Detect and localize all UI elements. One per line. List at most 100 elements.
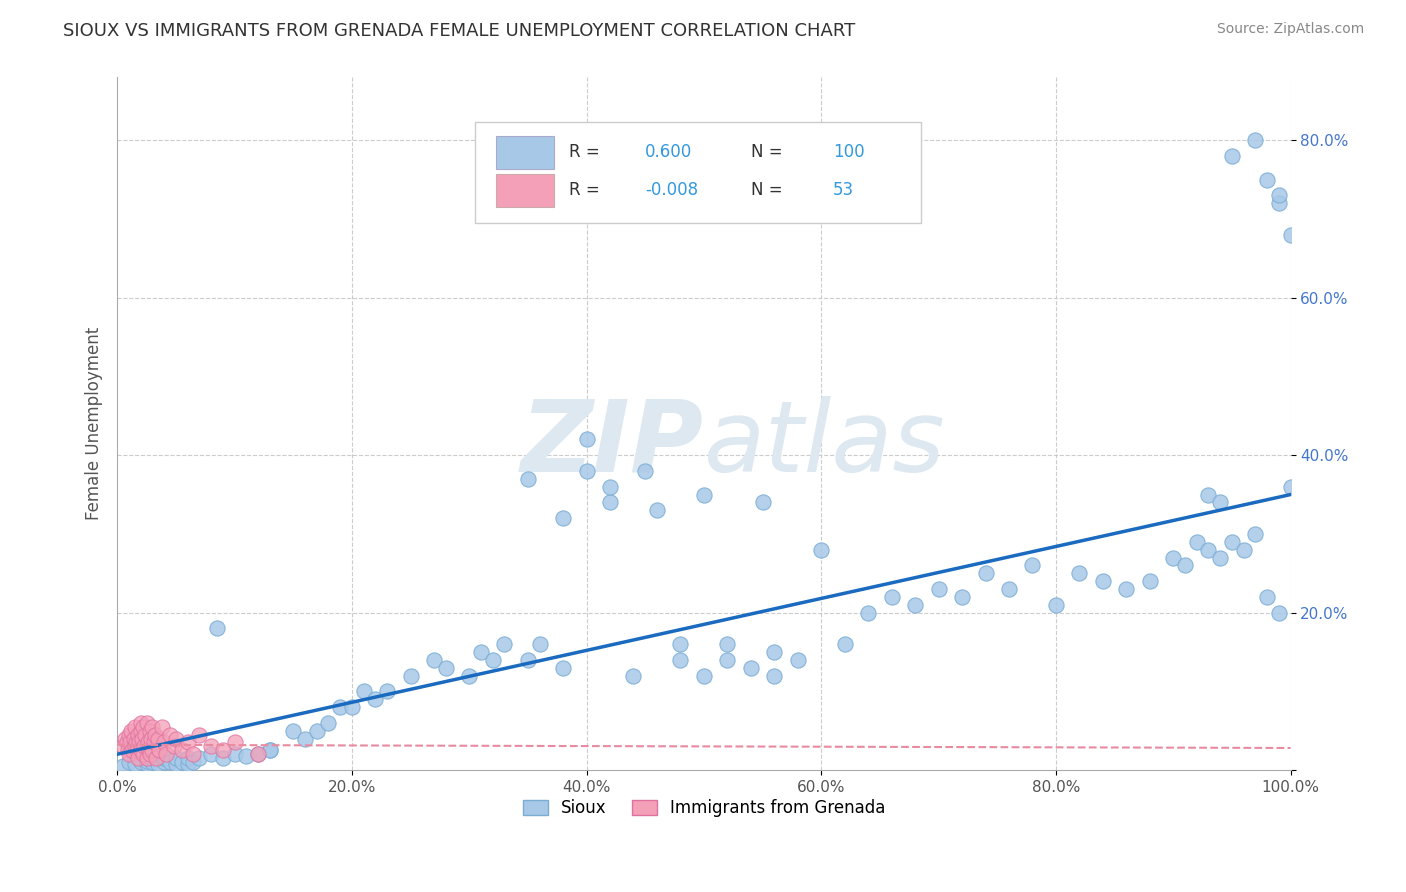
Point [1209, 550, 1232, 565]
Point [246, 747, 269, 762]
Point [153, 751, 176, 765]
Point [1233, 542, 1256, 557]
Point [135, 751, 157, 765]
Point [1268, 188, 1291, 202]
Point [423, 653, 446, 667]
Point [1279, 480, 1302, 494]
Point [645, 503, 668, 517]
Point [259, 743, 281, 757]
FancyBboxPatch shape [496, 175, 554, 207]
Point [856, 606, 879, 620]
Point [117, 743, 139, 757]
Point [458, 668, 481, 682]
Point [1220, 534, 1243, 549]
Point [1139, 574, 1161, 588]
Point [134, 728, 156, 742]
Legend: Sioux, Immigrants from Grenada: Sioux, Immigrants from Grenada [516, 793, 891, 824]
Point [124, 756, 146, 771]
Point [115, 735, 138, 749]
Point [141, 720, 163, 734]
Point [1256, 173, 1278, 187]
Point [1174, 558, 1197, 573]
Point [1185, 534, 1208, 549]
Point [138, 743, 160, 757]
Point [143, 728, 166, 742]
Point [1209, 495, 1232, 509]
Point [141, 751, 163, 765]
Point [135, 715, 157, 730]
Point [114, 731, 136, 746]
Point [1045, 598, 1067, 612]
Point [183, 747, 205, 762]
Point [763, 668, 786, 682]
Point [716, 637, 738, 651]
Point [235, 748, 257, 763]
Point [148, 743, 170, 757]
Point [305, 723, 328, 738]
Point [118, 755, 141, 769]
Text: N =: N = [751, 144, 783, 161]
Point [353, 684, 375, 698]
Point [211, 743, 233, 757]
Point [183, 755, 205, 769]
Point [434, 661, 457, 675]
Text: N =: N = [751, 181, 783, 199]
Point [1115, 582, 1137, 596]
Point [122, 731, 145, 746]
Point [294, 731, 316, 746]
Point [121, 743, 143, 757]
Point [129, 743, 152, 757]
Point [1091, 574, 1114, 588]
Point [132, 720, 155, 734]
Point [136, 735, 159, 749]
Point [634, 464, 657, 478]
Point [810, 542, 832, 557]
Point [481, 653, 503, 667]
Point [165, 751, 187, 765]
Point [1268, 606, 1291, 620]
Point [1268, 196, 1291, 211]
Point [170, 743, 193, 757]
Y-axis label: Female Unemployment: Female Unemployment [86, 327, 103, 520]
Text: Source: ZipAtlas.com: Source: ZipAtlas.com [1216, 22, 1364, 37]
Text: 100: 100 [832, 144, 865, 161]
Point [176, 751, 198, 765]
Point [139, 723, 162, 738]
Point [669, 637, 692, 651]
Point [259, 743, 281, 757]
Point [375, 684, 398, 698]
Point [470, 645, 492, 659]
Point [763, 645, 786, 659]
Point [120, 723, 142, 738]
Point [1256, 590, 1278, 604]
Point [139, 747, 162, 762]
Text: R =: R = [569, 181, 605, 199]
Point [135, 756, 157, 771]
Point [693, 668, 716, 682]
Point [575, 464, 598, 478]
Point [112, 739, 135, 754]
Point [974, 566, 997, 581]
Point [142, 735, 165, 749]
Text: SIOUX VS IMMIGRANTS FROM GRENADA FEMALE UNEMPLOYMENT CORRELATION CHART: SIOUX VS IMMIGRANTS FROM GRENADA FEMALE … [63, 22, 855, 40]
Point [148, 731, 170, 746]
Point [599, 480, 621, 494]
Point [1279, 227, 1302, 242]
Point [693, 487, 716, 501]
Point [165, 731, 187, 746]
Point [141, 731, 163, 746]
Point [529, 637, 551, 651]
Point [329, 700, 352, 714]
Point [224, 747, 246, 762]
Point [880, 590, 903, 604]
Point [129, 723, 152, 738]
FancyBboxPatch shape [475, 122, 921, 223]
Point [170, 755, 193, 769]
Point [131, 731, 153, 746]
Point [135, 754, 157, 768]
Point [1161, 550, 1184, 565]
Text: ZIP: ZIP [520, 396, 704, 493]
Point [129, 715, 152, 730]
Point [124, 720, 146, 734]
Point [141, 755, 163, 769]
